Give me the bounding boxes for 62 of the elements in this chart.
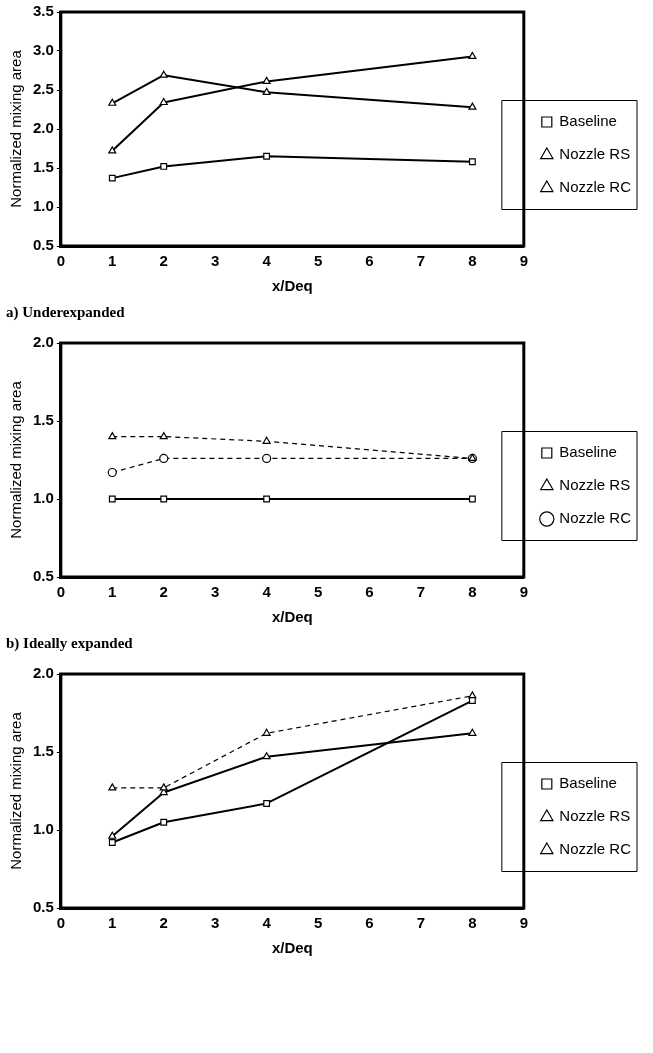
text: b) Ideally expanded (5, 634, 134, 653)
legend-label: Nozzle RS (559, 145, 631, 163)
x-tick-label: 2 (159, 914, 168, 932)
x-tick-label: 3 (211, 914, 220, 932)
y-tick-label: 1.0 (32, 820, 54, 838)
y-tick-label: 2.0 (32, 664, 54, 682)
y-tick-label: 0.5 (32, 567, 54, 585)
x-tick-label: 7 (416, 252, 426, 270)
y-tick-label: 3.0 (32, 41, 54, 59)
x-tick-label: 9 (519, 583, 528, 601)
y-tick-label: 2.0 (32, 119, 54, 137)
x-tick-label: 3 (211, 583, 220, 601)
legend-label: Baseline (559, 112, 617, 130)
x-axis-title: x/Deq (271, 277, 313, 295)
x-tick-label: 4 (262, 583, 272, 601)
x-tick-label: 7 (416, 583, 426, 601)
x-tick-label: 7 (416, 914, 426, 932)
x-axis-title: x/Deq (271, 608, 313, 626)
legend-label: Nozzle RC (559, 178, 632, 196)
y-tick-label: 3.5 (32, 2, 54, 20)
x-tick-label: 2 (159, 252, 168, 270)
x-tick-label: 5 (313, 252, 323, 270)
x-axis-title: x/Deq (271, 939, 313, 957)
x-tick-label: 9 (519, 914, 528, 932)
x-tick-label: 1 (108, 252, 117, 270)
x-tick-label: 6 (365, 914, 374, 932)
y-axis-title: Normalized mixing area (7, 380, 25, 539)
y-tick-label: 1.5 (32, 158, 54, 176)
x-tick-label: 0 (56, 252, 66, 270)
legend-label: Baseline (559, 443, 617, 461)
y-tick-label: 1.5 (32, 742, 54, 760)
y-tick-label: 2.5 (32, 80, 54, 98)
legend-label: Nozzle RC (559, 840, 632, 858)
x-tick-label: 5 (313, 583, 323, 601)
x-tick-label: 9 (519, 252, 528, 270)
y-axis-title: Normalized mixing area (7, 49, 25, 208)
x-tick-label: 6 (365, 252, 374, 270)
x-tick-label: 1 (108, 583, 117, 601)
x-tick-label: 3 (211, 252, 220, 270)
x-tick-label: 1 (108, 914, 117, 932)
legend-label: Nozzle RC (559, 509, 632, 527)
x-tick-label: 4 (262, 914, 272, 932)
x-tick-label: 4 (262, 252, 272, 270)
y-tick-label: 1.0 (32, 489, 54, 507)
y-tick-label: 1.0 (32, 197, 54, 215)
y-axis-title: Normalized mixing area (7, 711, 25, 870)
y-tick-label: 0.5 (32, 236, 54, 254)
y-tick-label: 2.0 (32, 333, 54, 351)
x-tick-label: 8 (468, 252, 477, 270)
legend-label: Nozzle RS (559, 807, 631, 825)
x-tick-label: 2 (159, 583, 168, 601)
legend-label: Baseline (559, 774, 617, 792)
text: a) Underexpanded (5, 303, 126, 322)
x-tick-label: 0 (56, 914, 66, 932)
x-tick-label: 8 (468, 914, 477, 932)
x-tick-label: 6 (365, 583, 374, 601)
legend-label: Nozzle RS (559, 476, 631, 494)
y-tick-label: 1.5 (32, 411, 54, 429)
x-tick-label: 8 (468, 583, 477, 601)
y-tick-label: 0.5 (32, 898, 54, 916)
x-tick-label: 5 (313, 914, 323, 932)
x-tick-label: 0 (56, 583, 66, 601)
